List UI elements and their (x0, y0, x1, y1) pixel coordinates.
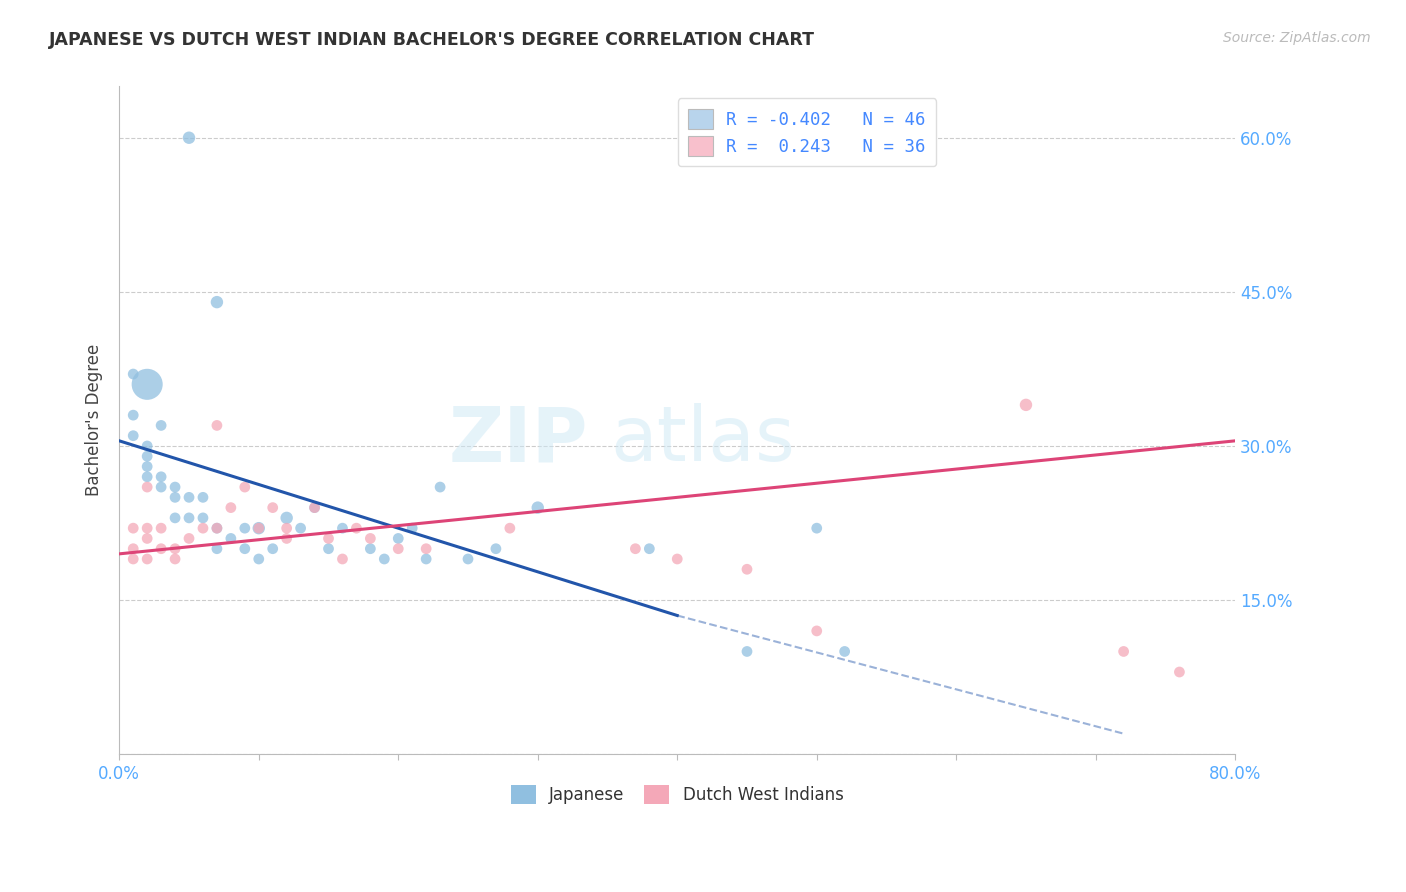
Point (415, 552, 437, 566)
Point (526, 500, 548, 515)
Point (233, 480, 256, 494)
Point (332, 552, 354, 566)
Point (247, 521, 270, 535)
Point (122, 428, 145, 442)
Point (136, 377, 159, 392)
Point (485, 541, 508, 556)
Text: ZIP: ZIP (449, 403, 588, 477)
Point (387, 541, 409, 556)
Point (834, 644, 856, 658)
Point (122, 367, 145, 381)
Point (247, 552, 270, 566)
Text: Source: ZipAtlas.com: Source: ZipAtlas.com (1223, 31, 1371, 45)
Point (205, 295, 228, 310)
Point (219, 500, 242, 515)
Point (387, 532, 409, 546)
Point (304, 500, 326, 515)
Point (332, 521, 354, 535)
Point (359, 541, 381, 556)
Point (290, 521, 312, 535)
Point (150, 480, 173, 494)
Point (318, 541, 340, 556)
Point (136, 459, 159, 474)
Point (276, 532, 298, 546)
Point (624, 541, 647, 556)
Point (122, 552, 145, 566)
Point (806, 624, 828, 638)
Point (136, 449, 159, 463)
Point (499, 521, 522, 535)
Point (177, 491, 200, 505)
Point (735, 644, 758, 658)
Point (233, 541, 256, 556)
Point (191, 491, 214, 505)
Point (122, 408, 145, 422)
Point (150, 418, 173, 433)
Point (205, 521, 228, 535)
Point (165, 511, 187, 525)
Point (247, 521, 270, 535)
Point (205, 541, 228, 556)
Point (136, 532, 159, 546)
Point (457, 552, 479, 566)
Point (191, 521, 214, 535)
Point (165, 541, 187, 556)
Point (136, 439, 159, 453)
Point (136, 552, 159, 566)
Point (191, 511, 214, 525)
Point (318, 532, 340, 546)
Point (122, 541, 145, 556)
Point (165, 480, 187, 494)
Point (344, 521, 367, 535)
Point (177, 532, 200, 546)
Point (1168, 665, 1191, 679)
Point (304, 500, 326, 515)
Text: JAPANESE VS DUTCH WEST INDIAN BACHELOR'S DEGREE CORRELATION CHART: JAPANESE VS DUTCH WEST INDIAN BACHELOR'S… (49, 31, 815, 49)
Point (806, 521, 828, 535)
Point (219, 532, 242, 546)
Point (136, 521, 159, 535)
Y-axis label: Bachelor's Degree: Bachelor's Degree (86, 344, 103, 497)
Point (1015, 398, 1038, 412)
Point (177, 130, 200, 145)
Legend: Japanese, Dutch West Indians: Japanese, Dutch West Indians (502, 777, 852, 813)
Point (359, 532, 381, 546)
Point (638, 541, 661, 556)
Point (136, 470, 159, 484)
Point (177, 511, 200, 525)
Point (429, 480, 451, 494)
Point (262, 500, 284, 515)
Point (233, 521, 256, 535)
Text: atlas: atlas (610, 403, 796, 477)
Point (150, 521, 173, 535)
Point (666, 552, 689, 566)
Point (122, 521, 145, 535)
Point (735, 562, 758, 576)
Point (165, 552, 187, 566)
Point (415, 541, 437, 556)
Point (205, 521, 228, 535)
Point (1112, 644, 1135, 658)
Point (262, 541, 284, 556)
Point (276, 521, 298, 535)
Point (205, 418, 228, 433)
Point (276, 511, 298, 525)
Point (150, 541, 173, 556)
Point (373, 552, 395, 566)
Point (401, 521, 423, 535)
Point (165, 491, 187, 505)
Point (150, 470, 173, 484)
Point (136, 480, 159, 494)
